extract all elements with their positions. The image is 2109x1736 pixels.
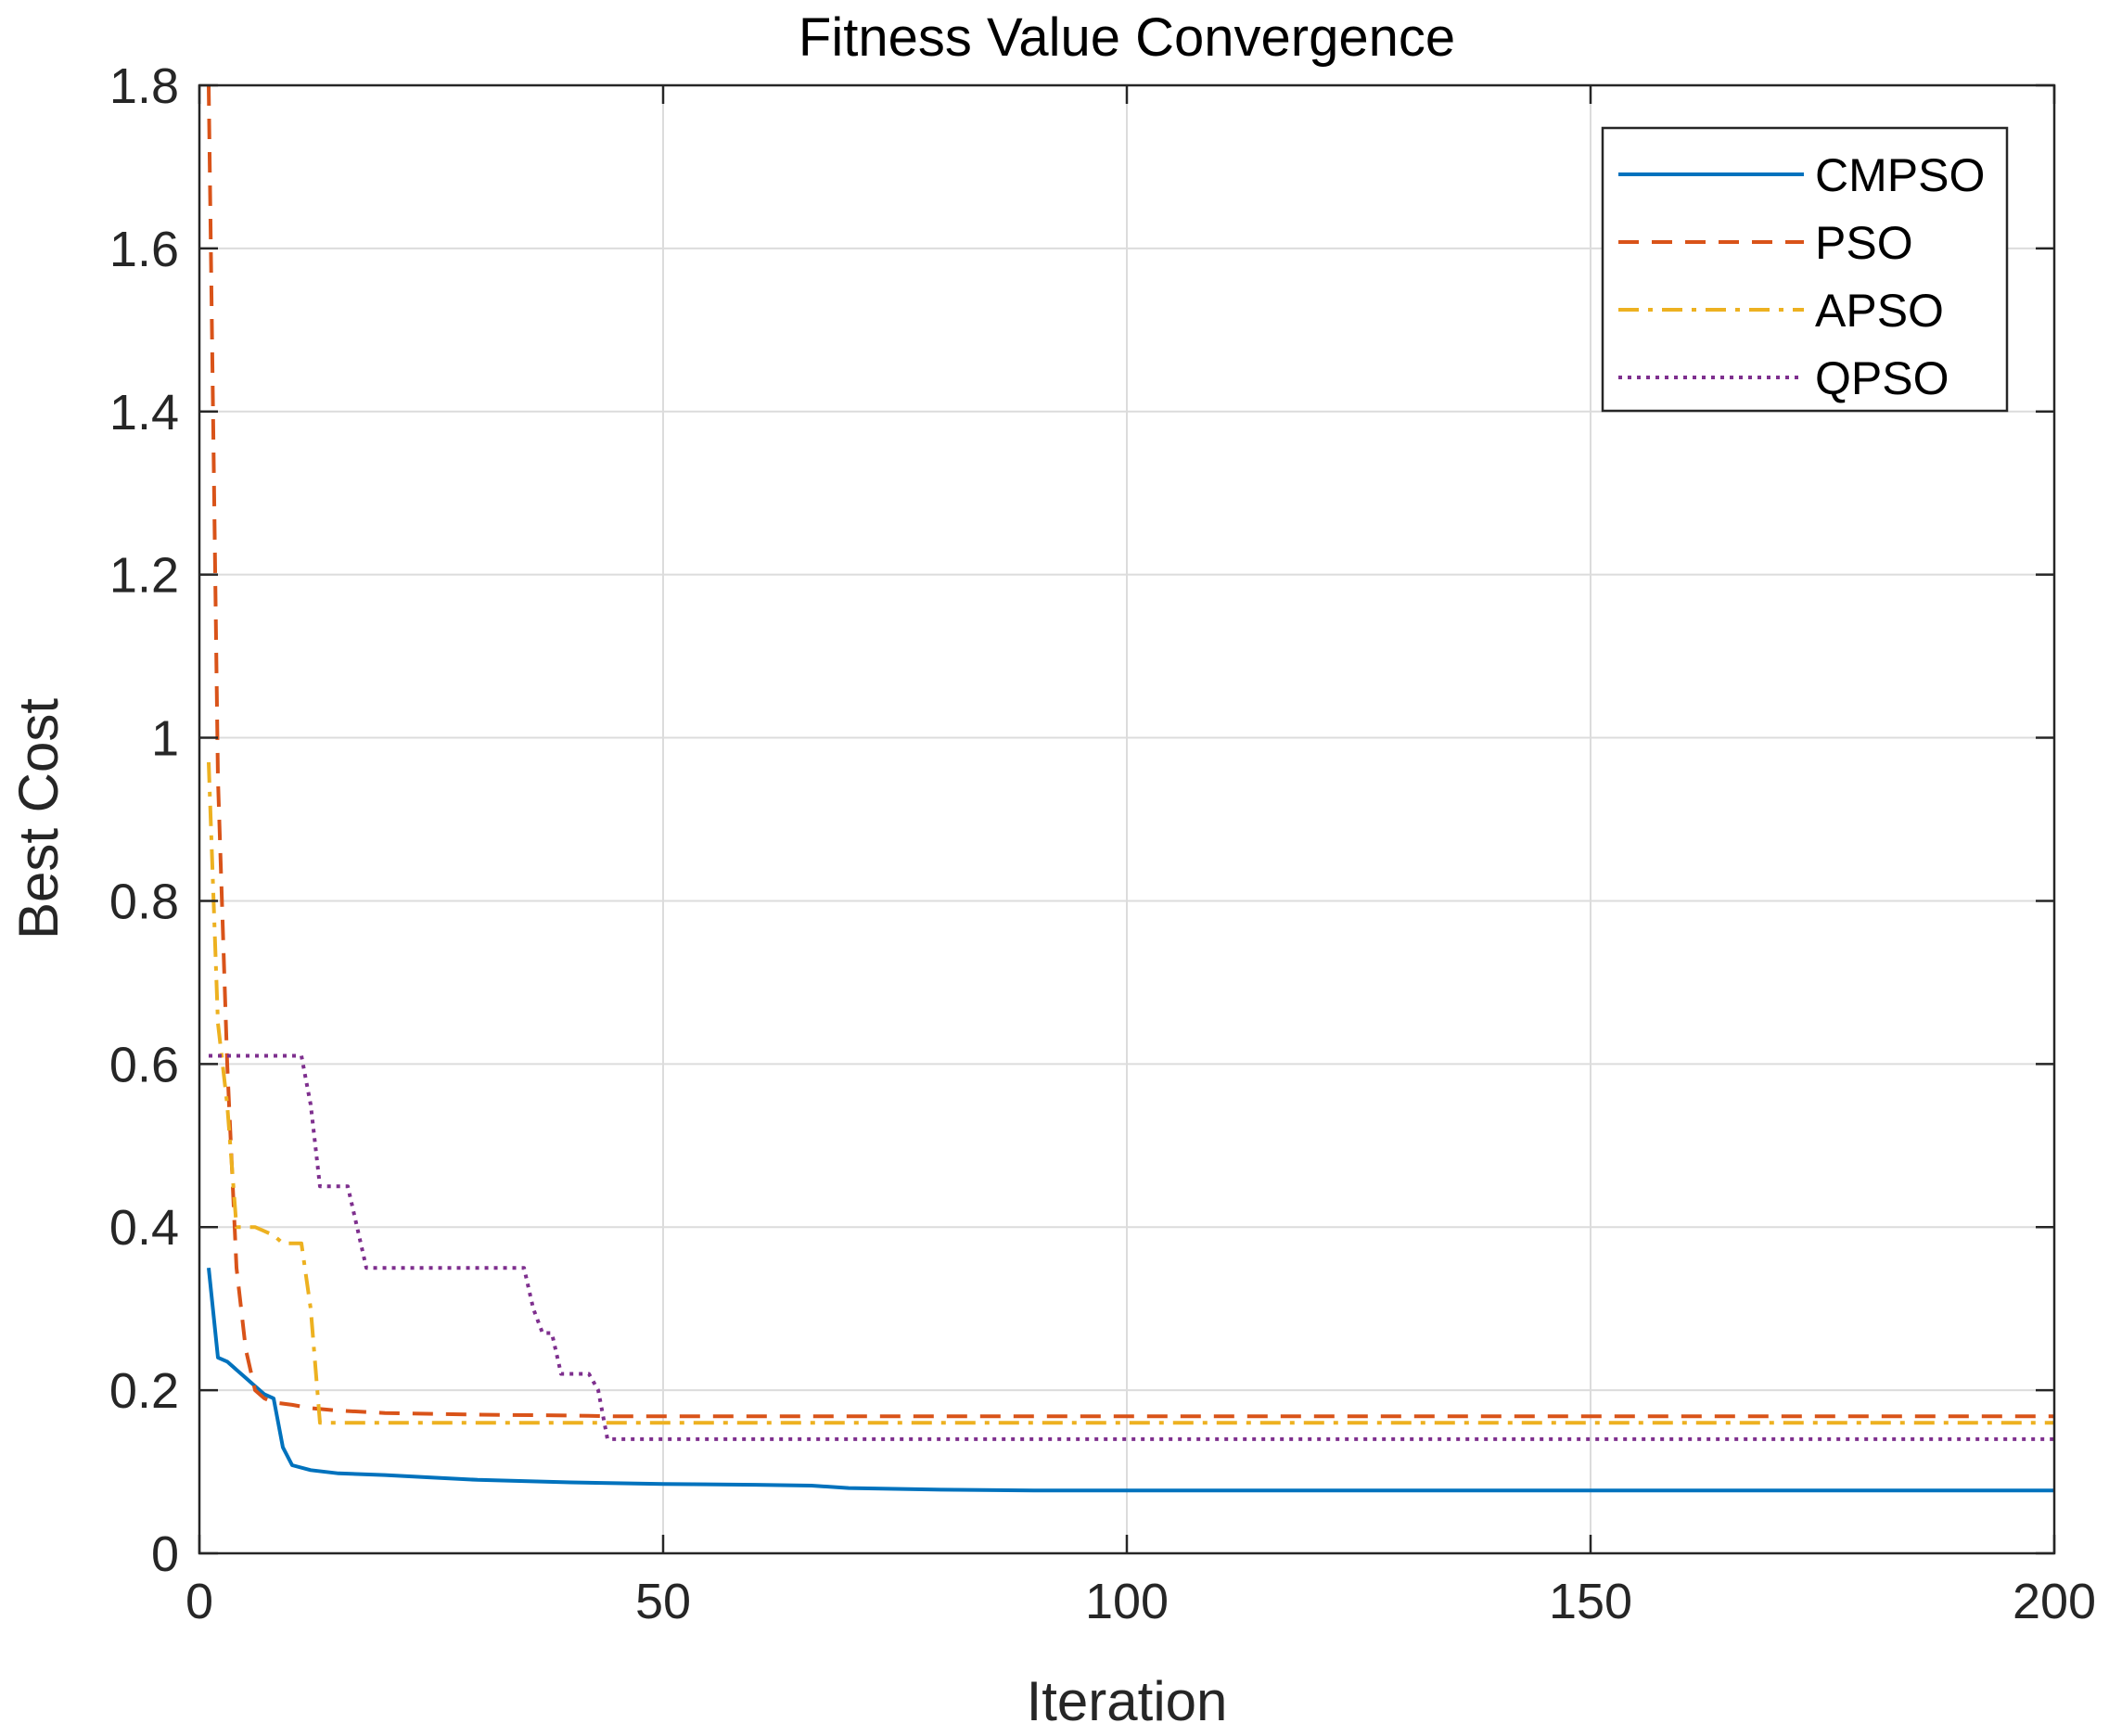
y-tick-label: 1.4	[109, 385, 179, 440]
x-tick-label: 50	[635, 1574, 691, 1629]
legend-label-qpso: QPSO	[1815, 352, 1949, 404]
chart-title: Fitness Value Convergence	[799, 7, 1455, 68]
legend: CMPSO PSO APSO QPSO	[1601, 126, 2009, 413]
y-tick-label: 0.6	[109, 1037, 179, 1092]
y-tick-label: 0.2	[109, 1363, 179, 1419]
tick-labels: 0 50 100 150 200 0 0.2 0.4 0.6 0.8 1 1.2 1.4 1.6 1.8	[109, 58, 2096, 1629]
legend-label-apso: APSO	[1815, 285, 1944, 337]
legend-label-pso: PSO	[1815, 217, 1913, 269]
y-tick-label: 1	[151, 711, 179, 767]
legend-box	[1601, 126, 2009, 413]
y-axis-title: Best Cost	[7, 698, 70, 939]
series-line-cmpso	[207, 1267, 2054, 1493]
y-tick-label: 1.2	[109, 548, 179, 604]
y-tick-label: 1.6	[109, 222, 179, 277]
series-group	[207, 84, 2054, 1493]
x-tick-label: 0	[185, 1574, 213, 1629]
x-tick-label: 100	[1085, 1574, 1169, 1629]
y-tick-label: 0.8	[109, 874, 179, 929]
ticks	[198, 83, 2056, 1555]
legend-label-cmpso: CMPSO	[1815, 149, 1985, 201]
x-tick-label: 200	[2013, 1574, 2096, 1629]
x-axis-title: Iteration	[1027, 1670, 1228, 1732]
y-tick-label: 0.4	[109, 1200, 179, 1256]
series-line-pso	[207, 84, 2054, 1419]
series-line-apso	[207, 761, 2054, 1425]
y-tick-label: 1.8	[109, 58, 179, 114]
y-tick-label: 0	[151, 1526, 179, 1582]
x-tick-label: 150	[1549, 1574, 1632, 1629]
